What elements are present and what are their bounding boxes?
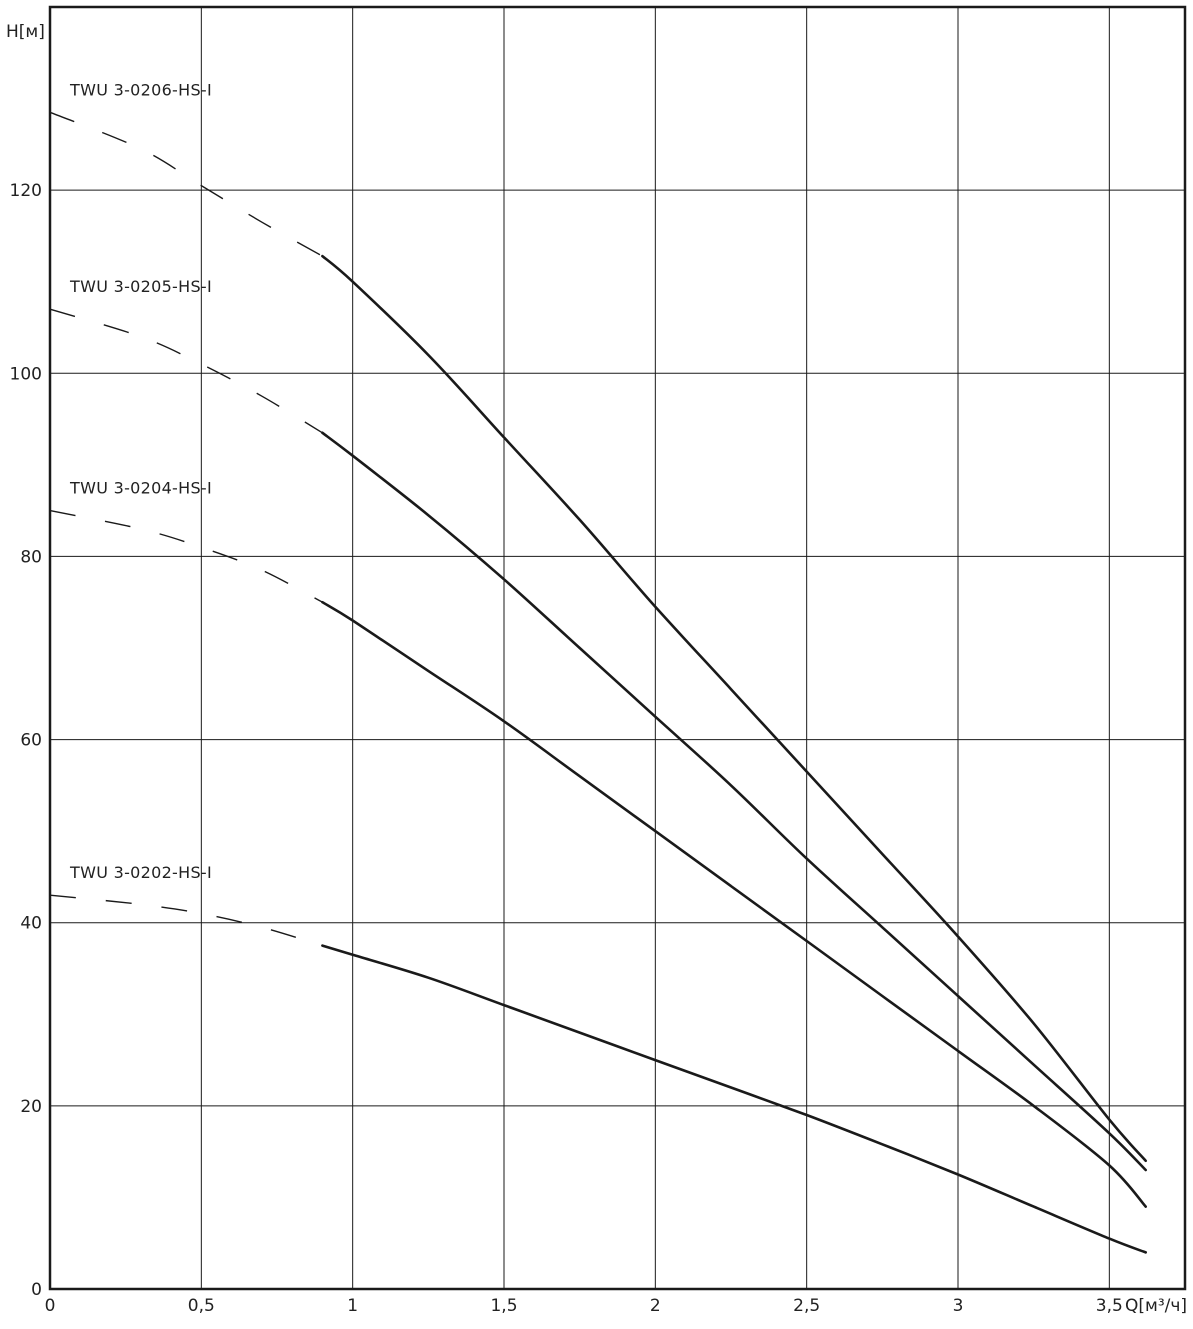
- series-dashed-segment: [49, 894, 323, 947]
- y-tick-label: 60: [20, 731, 42, 751]
- series-dashed-segment: [49, 111, 323, 257]
- y-tick-label: 80: [20, 547, 42, 567]
- series-3: [49, 509, 1147, 1208]
- y-tick-label: 100: [10, 364, 42, 384]
- x-tick-label: 0,5: [188, 1296, 215, 1316]
- label-layer: H[м] Q[м³/ч] 0 0,5 1 1,5 2 2,5 3 3,5 0 20 40 60 80 10…: [6, 22, 1187, 1316]
- x-tick-label: 3,5: [1096, 1296, 1123, 1316]
- series-1: [49, 111, 1147, 1163]
- plot-frame: [48, 5, 1187, 1291]
- series-dashed-segment: [49, 308, 323, 434]
- x-tick-label: 1,5: [490, 1296, 517, 1316]
- series-label: TWU 3-0205-HS-I: [69, 277, 212, 296]
- series-line: [321, 431, 1147, 1172]
- x-axis-label: Q[м³/ч]: [1125, 1296, 1187, 1316]
- series-2: [49, 308, 1147, 1172]
- series-line: [321, 600, 1147, 1208]
- x-tick-label: 2: [650, 1296, 661, 1316]
- series-label: TWU 3-0202-HS-I: [69, 863, 212, 882]
- x-tick-label: 3: [953, 1296, 964, 1316]
- series-dashed-segment: [49, 509, 323, 603]
- series-line: [321, 254, 1147, 1163]
- x-tick-label: 0: [45, 1296, 56, 1316]
- series-line: [321, 944, 1147, 1254]
- y-tick-label: 0: [31, 1280, 42, 1300]
- x-tick-label: 1: [347, 1296, 358, 1316]
- series-label: TWU 3-0206-HS-I: [69, 80, 212, 99]
- y-tick-label: 20: [20, 1097, 42, 1117]
- frame-layer: [48, 5, 1187, 1291]
- y-axis-label: H[м]: [6, 22, 45, 42]
- grid-layer: [50, 7, 1185, 1289]
- x-tick-label: 2,5: [793, 1296, 820, 1316]
- y-tick-label: 40: [20, 914, 42, 934]
- series-layer: [49, 111, 1147, 1254]
- y-tick-label: 120: [10, 181, 42, 201]
- series-4: [49, 894, 1147, 1254]
- series-label: TWU 3-0204-HS-I: [69, 479, 212, 498]
